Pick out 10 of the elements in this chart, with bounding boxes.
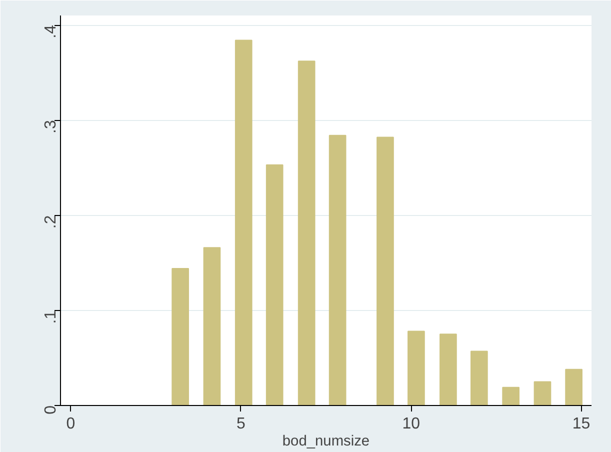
- x-tick-label: 5: [236, 416, 246, 432]
- y-tick-label: .1: [42, 310, 60, 324]
- y-tick-label: .3: [42, 120, 60, 134]
- y-tick-label: .4: [42, 24, 60, 38]
- y-tick-label: 0: [42, 405, 60, 414]
- x-tick-label: 15: [572, 416, 590, 432]
- x-axis-title: bod_numsize: [282, 434, 370, 450]
- x-tick-label: 0: [66, 416, 76, 432]
- y-tick-label: .2: [42, 215, 60, 229]
- x-tick-label: 10: [402, 416, 420, 432]
